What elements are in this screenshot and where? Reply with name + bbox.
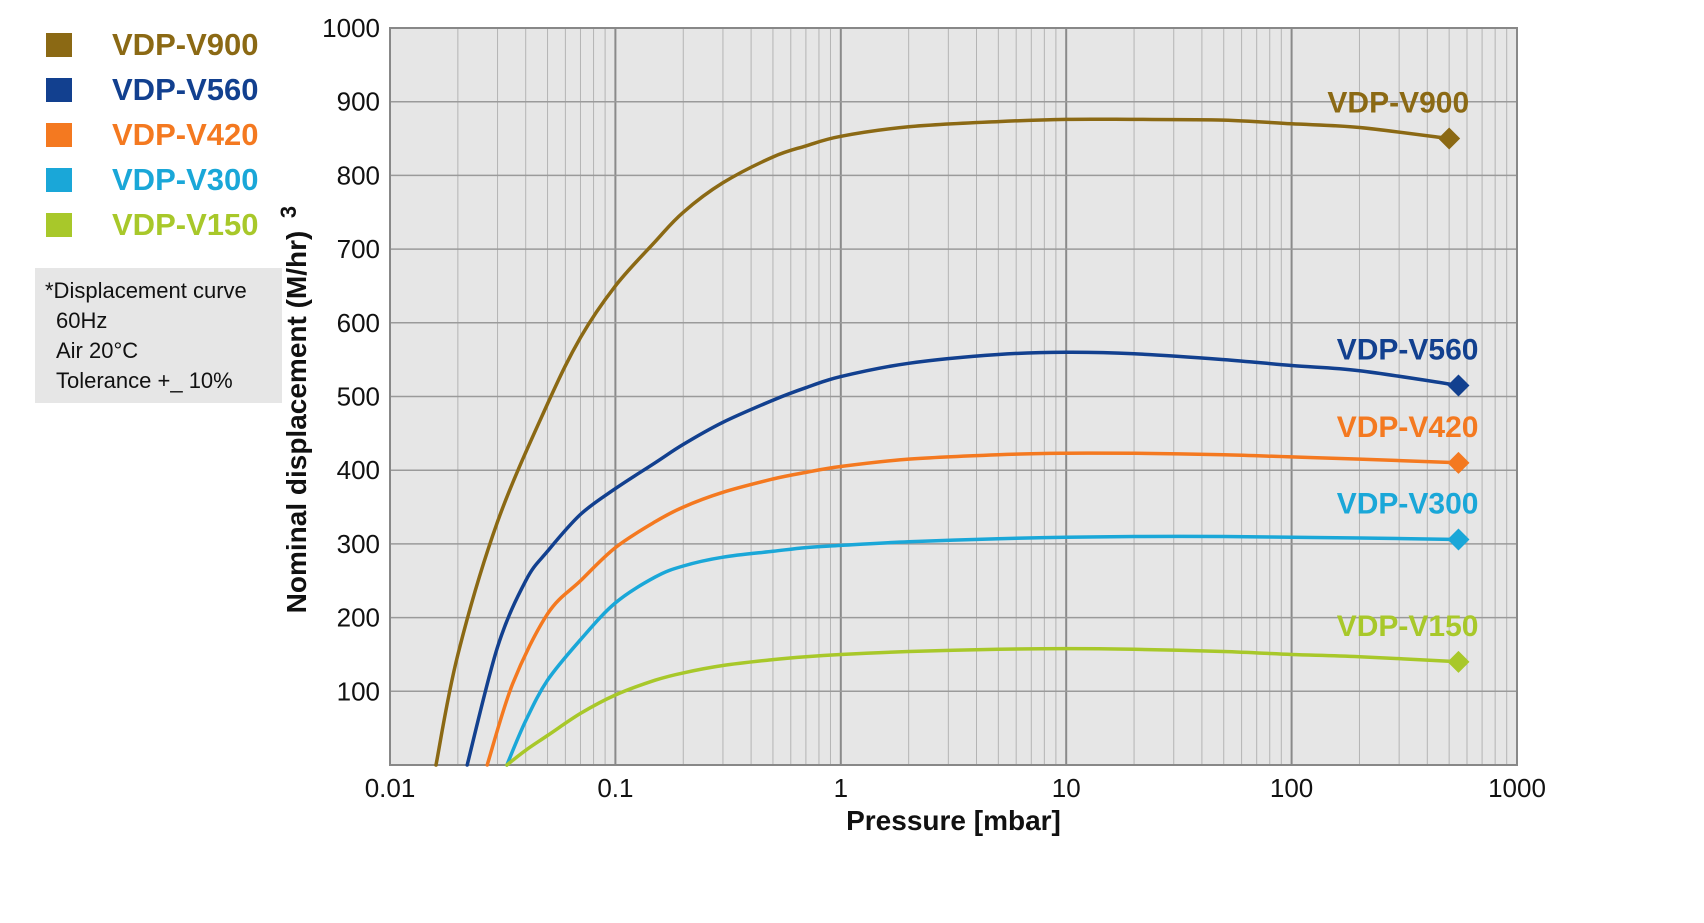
series-line-vdp-v420	[485, 451, 1461, 767]
y-tick-labels: 100 200 300 400 500 600 700 800 900 1000	[322, 13, 380, 706]
grid-lines	[389, 27, 1518, 766]
series-lines	[434, 117, 1461, 767]
series-line-vdp-v560	[465, 350, 1461, 767]
note-line-tolerance: Tolerance +_ 10%	[56, 368, 233, 393]
x-tick-label: 100	[1270, 773, 1313, 803]
note-line-title: *Displacement curve	[45, 278, 247, 303]
legend-swatch	[46, 122, 72, 147]
legend-swatch	[46, 32, 72, 57]
y-tick-label: 700	[337, 234, 380, 264]
legend-label: VDP-V300	[112, 161, 259, 197]
legend-item-v560: VDP-V560	[46, 67, 258, 112]
end-label-vdp-v560: VDP-V560	[1337, 333, 1479, 366]
end-marker-vdp-v150	[1447, 650, 1470, 673]
x-tick-label: 10	[1052, 773, 1081, 803]
x-tick-label: 1000	[1488, 773, 1546, 803]
x-tick-label: 0.1	[597, 773, 633, 803]
x-tick-label: 1	[834, 773, 848, 803]
end-label-vdp-v900: VDP-V900	[1327, 87, 1469, 120]
y-tick-label: 400	[337, 455, 380, 485]
plot-border	[389, 27, 1518, 766]
note-line-medium: Air 20°C	[56, 338, 139, 363]
legend-label: VDP-V420	[112, 116, 259, 152]
legend-swatch	[46, 77, 72, 102]
y-axis-label: Nominal displacement (M/hr)	[281, 231, 312, 614]
y-tick-label: 500	[337, 382, 380, 412]
legend: VDP-V900 VDP-V560 VDP-V420 VDP-V300 VDP-…	[46, 22, 258, 247]
x-tick-labels: 0.01 0.1 1 10 100 1000	[365, 773, 1546, 803]
x-axis-label: Pressure [mbar]	[846, 805, 1061, 836]
legend-item-v900: VDP-V900	[46, 22, 258, 67]
note-line-frequency: 60Hz	[56, 308, 108, 333]
legend-swatch	[46, 212, 72, 237]
y-tick-label: 100	[337, 676, 380, 706]
end-label-vdp-v420: VDP-V420	[1337, 411, 1479, 444]
legend-item-v150: VDP-V150	[46, 202, 258, 247]
y-axis-label-superscript: 3	[276, 206, 301, 218]
note-box: *Displacement curve 60Hz Air 20°C Tolera…	[35, 268, 282, 403]
y-tick-label: 300	[337, 529, 380, 559]
legend-item-v420: VDP-V420	[46, 112, 258, 157]
end-marker-vdp-v560	[1447, 374, 1470, 397]
series-line-vdp-v150	[505, 646, 1461, 767]
y-tick-label: 900	[337, 87, 380, 117]
series-line-vdp-v900	[434, 117, 1451, 767]
y-tick-label: 600	[337, 308, 380, 338]
y-tick-label: 800	[337, 160, 380, 190]
end-markers: VDP-V900 VDP-V560 VDP-V420 VDP-V300 VDP-V150	[1327, 87, 1478, 673]
y-tick-label: 1000	[322, 13, 380, 43]
end-marker-vdp-v420	[1447, 451, 1470, 474]
legend-swatch	[46, 167, 72, 192]
end-marker-vdp-v300	[1447, 528, 1470, 551]
legend-item-v300: VDP-V300	[46, 157, 258, 202]
series-line-vdp-v300	[505, 534, 1461, 767]
y-axis-label-group: Nominal displacement (M/hr) 3	[276, 206, 312, 613]
legend-label: VDP-V560	[112, 71, 259, 107]
end-label-vdp-v300: VDP-V300	[1337, 487, 1479, 520]
y-tick-label: 200	[337, 603, 380, 633]
x-tick-label: 0.01	[365, 773, 416, 803]
legend-label: VDP-V150	[112, 206, 259, 242]
legend-label: VDP-V900	[112, 26, 259, 62]
end-label-vdp-v150: VDP-V150	[1337, 610, 1479, 643]
end-marker-vdp-v900	[1438, 127, 1461, 150]
